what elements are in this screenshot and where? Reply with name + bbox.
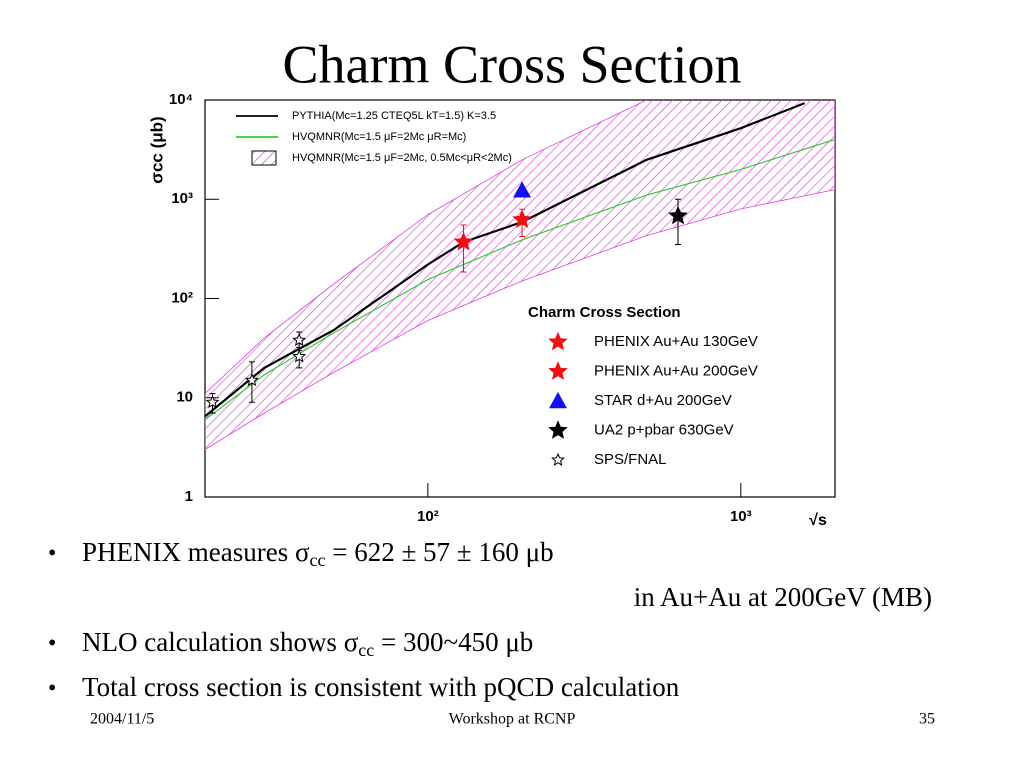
bullet-part: NLO calculation shows σ [82, 627, 359, 657]
marker [548, 361, 568, 380]
bullet-part: Total cross section is consistent with p… [82, 672, 680, 702]
marker [205, 395, 220, 409]
bullet-part: = 622 ± 57 ± 160 μb [326, 537, 554, 567]
footer-date: 2004/11/5 [90, 711, 154, 728]
marker [244, 373, 259, 387]
legend-box [516, 296, 816, 476]
legend-title: Charm Cross Section [528, 304, 681, 321]
bullet-dot: • [48, 541, 56, 567]
marker [668, 205, 688, 225]
legend-points: Charm Cross Section PHENIX Au+Au 130GeV PH… [516, 296, 816, 476]
bullet-dot: • [48, 676, 56, 702]
x-axis-label: √s [809, 512, 827, 529]
plot-area [205, 100, 835, 451]
slide-title: Charm Cross Section [283, 34, 742, 94]
y-tick-label: 10³ [171, 190, 193, 207]
x-tick-label: 10³ [730, 508, 752, 525]
y-tick-label: 10⁴ [169, 91, 193, 108]
bullet-continued: in Au+Au at 200GeV (MB) [634, 582, 932, 612]
y-tick-label: 1 [185, 488, 193, 505]
uncertainty-band [205, 100, 835, 451]
legend-label: STAR d+Au 200GeV [594, 392, 732, 409]
x-tick-label: 10² [417, 508, 439, 525]
marker [551, 452, 565, 466]
bullets: • PHENIX measures σcc = 622 ± 57 ± 160 μb… [48, 537, 932, 702]
y-tick-label: 10 [176, 389, 193, 406]
bullet-part: PHENIX measures σ [82, 537, 310, 567]
bullet-dot: • [48, 631, 56, 657]
bullet-part: = 300~450 μb [374, 627, 533, 657]
marker [513, 181, 532, 198]
bullet-text: PHENIX measures σcc = 622 ± 57 ± 160 μb [82, 537, 554, 570]
curve [205, 138, 835, 421]
marker [292, 332, 307, 347]
legend-top: PYTHIA(Mc=1.25 CTEQ5L kT=1.5) K=3.5 HVQMN… [236, 110, 512, 166]
footer-page: 35 [919, 711, 935, 728]
marker [548, 331, 568, 351]
bullet-sub: cc [358, 640, 374, 660]
marker [512, 209, 532, 229]
bullet-sub: cc [310, 550, 326, 570]
legend-label: PYTHIA(Mc=1.25 CTEQ5L kT=1.5) K=3.5 [292, 110, 496, 122]
legend-label: HVQMNR(Mc=1.5 μF=2Mc μR=Mc) [292, 131, 466, 143]
marker [549, 392, 567, 409]
bullet-text: Total cross section is consistent with p… [82, 672, 680, 702]
y-tick-label: 10² [171, 289, 193, 306]
legend-label: PHENIX Au+Au 130GeV [594, 333, 758, 350]
legend-label: HVQMNR(Mc=1.5 μF=2Mc, 0.5Mc<μR<2Mc) [292, 152, 512, 164]
marker [292, 349, 307, 363]
y-axis-label: σcc (μb) [147, 116, 166, 183]
legend-label: PHENIX Au+Au 200GeV [594, 362, 758, 379]
marker [548, 420, 568, 439]
marker [453, 231, 474, 251]
legend-label: SPS/FNAL [594, 451, 667, 468]
footer-event: Workshop at RCNP [449, 711, 576, 728]
legend-swatch [251, 150, 277, 166]
legend-label: UA2 p+pbar 630GeV [594, 421, 734, 438]
bullet-text: NLO calculation shows σcc = 300~450 μb [82, 627, 533, 660]
